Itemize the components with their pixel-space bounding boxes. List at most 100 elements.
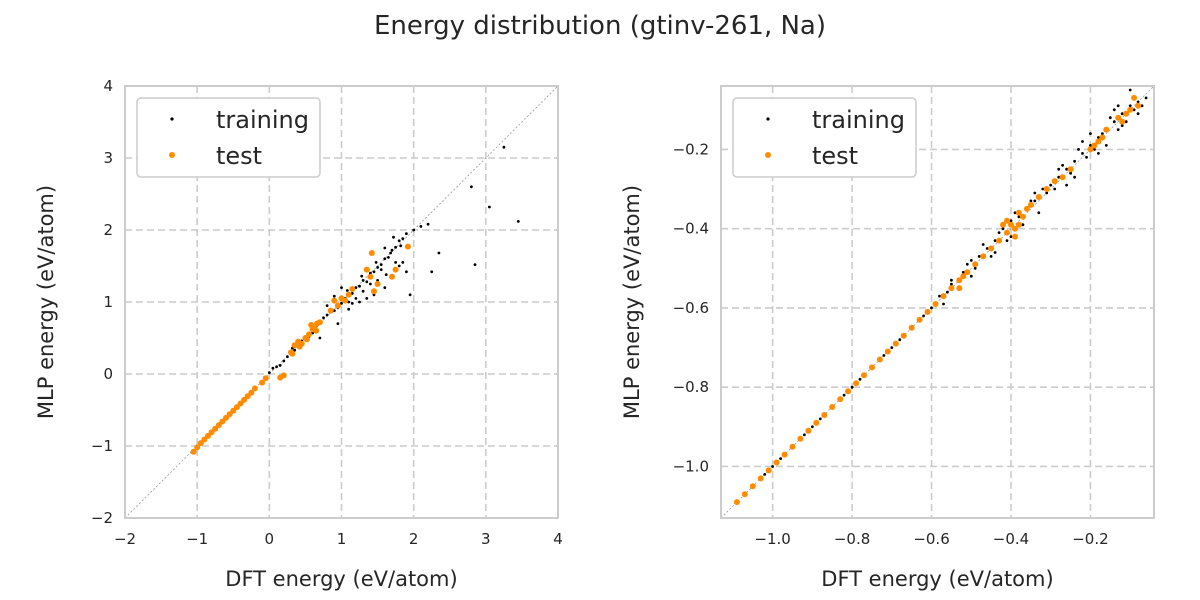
left-x-tick-label: −2 xyxy=(114,530,136,548)
right-training-point xyxy=(858,377,862,381)
left-test-point xyxy=(226,411,233,418)
right-test-point xyxy=(996,237,1003,244)
right-panel: DFT energy (eV/atom) MLP energy (eV/atom… xyxy=(620,85,1155,591)
right-test-point xyxy=(797,435,804,442)
right-training-point xyxy=(950,278,953,282)
right-test-point xyxy=(765,467,772,474)
left-training-point xyxy=(325,313,329,317)
right-training-point xyxy=(969,274,973,278)
right-training-point xyxy=(811,425,814,429)
right-test-point xyxy=(813,419,820,426)
right-test-point xyxy=(1123,110,1130,117)
left-y-tick-label: 0 xyxy=(103,365,113,383)
right-test-point xyxy=(1119,118,1126,125)
left-test-point xyxy=(262,375,269,382)
right-test-point xyxy=(924,308,931,315)
right-training-point xyxy=(1033,191,1037,195)
right-test-point xyxy=(1019,213,1026,220)
right-test-point xyxy=(733,499,740,506)
right-test-point xyxy=(1115,114,1122,121)
left-y-tick-label: 2 xyxy=(103,221,113,239)
right-test-point xyxy=(900,332,907,339)
left-legend-training-label: training xyxy=(216,106,309,134)
right-training-point xyxy=(771,465,774,468)
right-training-point xyxy=(1097,136,1100,139)
left-training-point xyxy=(360,274,364,278)
left-test-point xyxy=(367,273,374,280)
right-test-point xyxy=(908,324,915,331)
right-test-point xyxy=(1008,221,1014,228)
right-test-point xyxy=(853,380,860,387)
right-training-point xyxy=(961,270,965,274)
left-legend-training-marker xyxy=(170,117,174,121)
right-test-point xyxy=(781,451,788,458)
left-test-point xyxy=(389,273,395,280)
left-training-point xyxy=(488,205,491,209)
right-training-point xyxy=(1037,211,1041,215)
right-test-point xyxy=(1059,174,1066,181)
right-test-point xyxy=(988,245,995,252)
left-training-point xyxy=(282,359,286,363)
left-test-point xyxy=(289,350,296,357)
left-training-point xyxy=(379,263,383,266)
right-test-point xyxy=(845,388,852,395)
right-training-point xyxy=(890,346,894,349)
left-training-point xyxy=(379,268,383,271)
left-training-point xyxy=(332,294,336,298)
right-test-point xyxy=(1015,209,1022,216)
left-training-point xyxy=(399,244,403,248)
left-training-point xyxy=(516,220,520,223)
left-y-tick-label: −2 xyxy=(91,509,113,527)
right-training-point xyxy=(779,457,782,460)
left-test-point xyxy=(314,320,320,327)
right-test-point xyxy=(956,277,963,284)
left-y-axis-label: MLP energy (eV/atom) xyxy=(34,185,58,419)
right-training-point xyxy=(1069,171,1072,175)
left-test-point xyxy=(331,297,338,304)
left-training-point xyxy=(384,273,388,276)
left-training-point xyxy=(473,263,477,266)
left-test-point xyxy=(349,286,356,292)
left-training-point xyxy=(389,251,392,255)
right-y-tick-label: −0.4 xyxy=(673,220,709,238)
left-legend-box xyxy=(136,97,321,178)
right-training-point xyxy=(985,247,989,250)
right-test-point xyxy=(1131,94,1138,101)
right-test-point xyxy=(869,364,875,371)
right-legend-training-label: training xyxy=(812,106,905,134)
right-test-point xyxy=(1035,194,1042,200)
left-training-point xyxy=(394,245,397,249)
left-training-point xyxy=(354,297,358,300)
right-training-point xyxy=(1057,167,1061,171)
right-test-point xyxy=(1023,205,1030,212)
left-y-tick-label: 4 xyxy=(103,77,113,95)
right-training-point xyxy=(993,239,997,243)
right-training-point xyxy=(950,282,953,286)
left-training-point xyxy=(325,304,329,307)
right-test-point xyxy=(960,273,967,280)
left-training-point xyxy=(397,239,401,243)
right-test-point xyxy=(1043,186,1050,192)
right-test-point xyxy=(1127,106,1134,113)
right-training-point xyxy=(898,338,902,342)
right-training-point xyxy=(1065,167,1068,171)
right-test-point xyxy=(1012,233,1018,240)
left-training-point xyxy=(405,270,408,274)
left-x-tick-label: 1 xyxy=(337,530,347,548)
right-training-point xyxy=(1073,159,1076,163)
left-training-point xyxy=(358,300,361,304)
left-training-point xyxy=(383,257,387,261)
left-training-point xyxy=(426,222,430,226)
left-training-point xyxy=(340,302,343,305)
left-training-point xyxy=(293,348,296,352)
left-x-tick-label: 2 xyxy=(409,530,419,548)
right-test-point xyxy=(948,285,955,292)
right-training-point xyxy=(803,433,806,437)
left-training-point xyxy=(502,145,506,149)
left-test-point xyxy=(296,343,303,350)
right-test-point xyxy=(837,396,844,403)
left-test-point xyxy=(303,336,310,343)
right-training-point xyxy=(1001,227,1005,231)
right-training-point xyxy=(1073,175,1076,179)
right-training-point xyxy=(1116,128,1120,132)
